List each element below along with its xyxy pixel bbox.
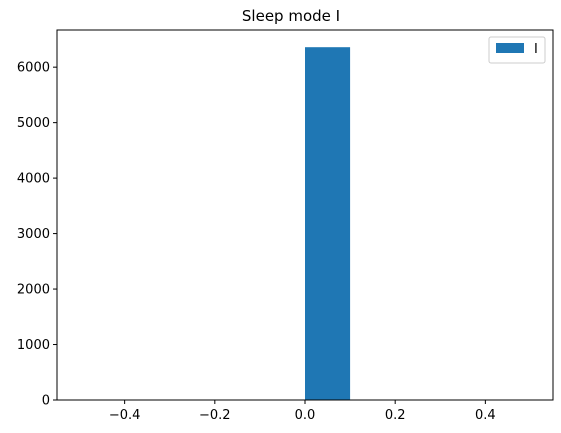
legend: I <box>488 36 546 64</box>
y-tick-label: 4000 <box>17 172 50 187</box>
y-tick-label: 5000 <box>17 116 50 131</box>
x-tick-label: 0.2 <box>385 408 406 423</box>
x-tick-label: 0.0 <box>295 408 316 423</box>
x-tick-label: −0.4 <box>109 408 141 423</box>
x-tick-label: −0.2 <box>199 408 231 423</box>
y-tick-label: 3000 <box>17 227 50 242</box>
y-tick-label: 2000 <box>17 283 50 298</box>
y-tick-label: 6000 <box>17 61 50 76</box>
y-tick-label: 0 <box>42 394 50 409</box>
axes-frame <box>56 29 554 401</box>
chart-title: Sleep mode I <box>242 7 340 25</box>
plot-area <box>305 47 351 400</box>
legend-swatch <box>496 43 524 53</box>
x-tick-label: 0.4 <box>475 408 496 423</box>
y-tick-label: 1000 <box>17 338 50 353</box>
bar-0 <box>305 47 351 400</box>
x-axis: −0.4 −0.2 0.0 0.2 0.4 <box>109 400 496 423</box>
y-axis: 0 1000 2000 3000 4000 5000 6000 <box>17 61 57 409</box>
legend-label: I <box>534 42 538 57</box>
